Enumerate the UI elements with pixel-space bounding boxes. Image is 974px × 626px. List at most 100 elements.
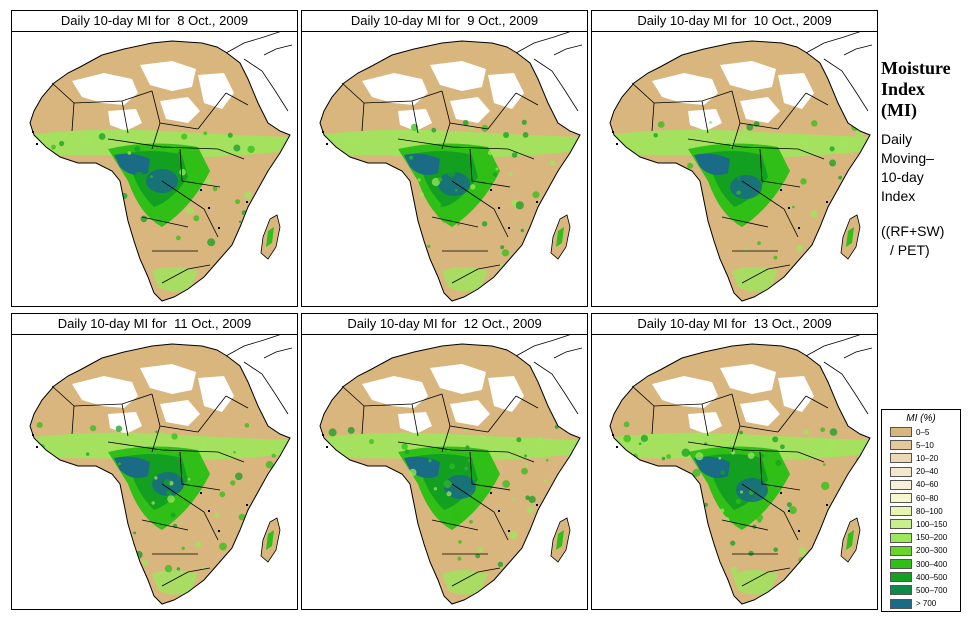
very-wet-zone <box>444 475 476 499</box>
moisture-speck <box>39 268 45 273</box>
moisture-speck <box>364 221 371 228</box>
moisture-speck <box>90 425 97 432</box>
side-title: Moisture Index (MI) <box>881 58 971 121</box>
moisture-speck <box>829 159 837 167</box>
moisture-speck <box>810 210 818 218</box>
moisture-speck <box>233 451 236 454</box>
moisture-speck <box>110 190 118 199</box>
legend-label: 5–10 <box>916 440 934 450</box>
legend-label: 40–60 <box>916 480 939 490</box>
arid-zone <box>140 364 196 394</box>
very-wet-zone <box>114 153 150 175</box>
country-border <box>431 216 479 228</box>
moisture-speck <box>360 183 367 189</box>
legend-swatch <box>890 440 912 451</box>
moisture-speck <box>681 448 690 457</box>
moisture-speck <box>775 459 782 466</box>
small-island <box>826 201 828 203</box>
madagascar-wet-zone <box>556 227 564 247</box>
moisture-speck <box>95 512 99 516</box>
country-border <box>151 425 161 453</box>
legend-label: 20–40 <box>916 467 939 477</box>
side-description: Daily Moving– 10-day Index <box>881 130 971 206</box>
moisture-speck <box>440 204 443 207</box>
country-border <box>687 138 799 150</box>
small-island <box>246 504 248 506</box>
moisture-speck <box>650 233 656 239</box>
coastline <box>319 40 581 302</box>
legend-swatch <box>890 545 912 556</box>
country-border <box>441 425 451 453</box>
legend-swatch <box>890 427 912 437</box>
small-island <box>490 189 492 191</box>
moisture-speck <box>730 540 736 546</box>
outer-coastline <box>263 44 293 56</box>
moisture-speck <box>117 462 121 466</box>
moisture-speck <box>744 201 752 209</box>
country-border <box>397 138 509 150</box>
very-wet-zone <box>730 175 762 199</box>
coastline <box>609 40 871 302</box>
legend-item: 40–60 <box>890 479 939 490</box>
small-island <box>780 189 782 191</box>
country-border <box>759 451 801 491</box>
moisture-speck <box>833 240 838 245</box>
moisture-speck <box>515 201 524 210</box>
moisture-speck <box>464 428 468 433</box>
moisture-speck <box>638 194 646 203</box>
moisture-speck <box>666 454 671 459</box>
moisture-speck <box>377 515 381 519</box>
outer-coastline <box>243 361 289 415</box>
country-border <box>451 567 501 587</box>
small-island <box>780 492 782 494</box>
country-border <box>179 451 221 491</box>
small-island <box>798 227 800 229</box>
moisture-speck <box>720 470 726 475</box>
moisture-speck <box>692 245 697 250</box>
coastline <box>609 343 871 605</box>
country-border <box>805 92 829 106</box>
moisture-speck <box>409 155 414 160</box>
moisture-speck <box>521 119 527 125</box>
outer-coastline <box>533 361 579 415</box>
moisture-speck <box>52 523 55 527</box>
moisture-speck <box>788 506 797 515</box>
side-title-line: (MI) <box>881 100 917 120</box>
moisture-speck <box>396 514 401 519</box>
moisture-speck <box>469 124 475 131</box>
moisture-speck <box>324 537 328 541</box>
moisture-speck <box>238 513 246 521</box>
moisture-speck <box>639 228 643 231</box>
moisture-speck <box>82 252 91 262</box>
moisture-speck <box>798 547 807 556</box>
moisture-speck <box>623 434 631 443</box>
arid-zone <box>778 376 814 412</box>
moisture-speck <box>30 152 35 158</box>
moisture-speck <box>648 528 654 534</box>
moisture-speck <box>207 238 216 247</box>
moisture-speck <box>749 134 755 139</box>
moisture-speck <box>737 176 741 180</box>
moisture-speck <box>487 150 493 156</box>
moisture-speck <box>692 255 697 260</box>
moisture-speck <box>634 170 638 174</box>
country-border <box>141 519 189 531</box>
country-border <box>741 264 791 284</box>
arid-zone <box>160 400 200 426</box>
moisture-speck <box>503 132 510 138</box>
moisture-speck <box>468 507 472 511</box>
moisture-speck <box>730 450 736 455</box>
moisture-speck <box>640 434 648 442</box>
legend-swatch <box>890 479 912 490</box>
moisture-speck <box>98 133 106 140</box>
moisture-speck <box>453 512 462 521</box>
moisture-speck <box>59 140 65 147</box>
moisture-speck <box>33 165 38 169</box>
madagascar-wet-zone <box>846 530 854 550</box>
moisture-speck <box>154 476 158 480</box>
moisture-speck <box>247 239 255 246</box>
moisture-speck <box>471 195 480 203</box>
moisture-speck <box>563 492 567 496</box>
moisture-speck <box>107 179 116 188</box>
arid-zone <box>160 97 200 123</box>
